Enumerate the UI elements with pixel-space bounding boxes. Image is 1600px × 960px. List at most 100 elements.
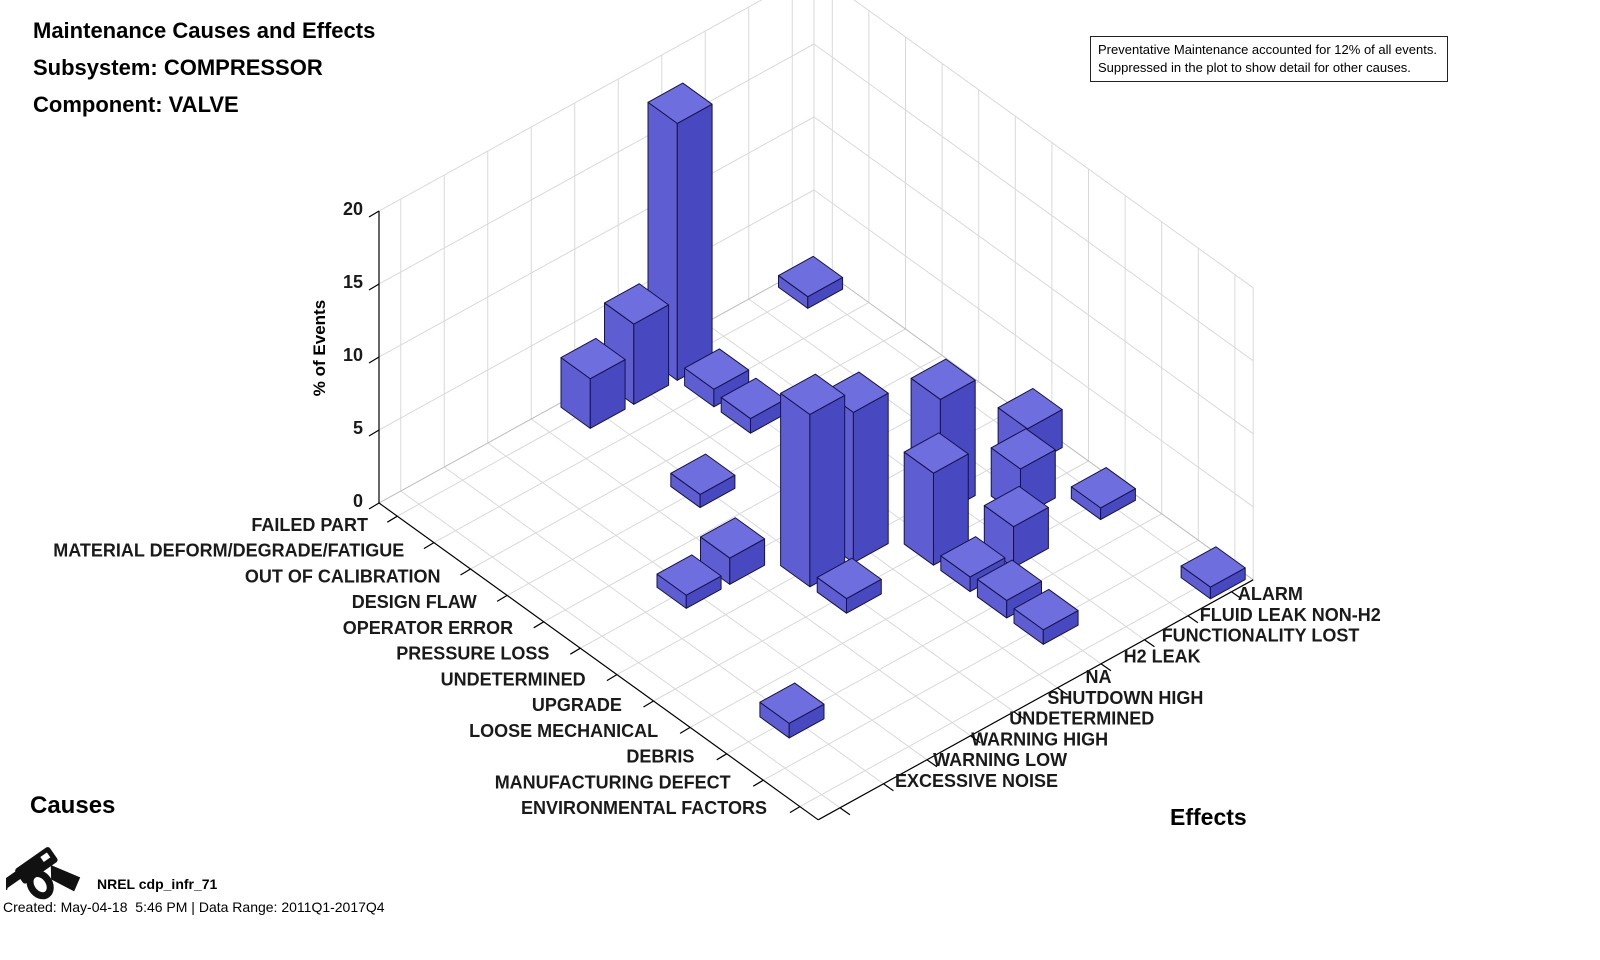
causes-axis-title: Causes [30,792,116,819]
bar-face-right [676,103,713,381]
floor-grid-line [470,328,906,570]
effect-tick [926,759,938,768]
bar-face-right [809,394,846,588]
effect-tick [1187,615,1199,624]
bar-face-top [604,283,670,325]
z-tick [368,502,380,510]
z-axis-title: % of Events [310,299,329,397]
bar-face-top [656,554,722,596]
cause-tick [716,753,728,761]
effect-tick [970,735,981,744]
floor-grid-line [530,418,971,737]
bar-face-top [1070,467,1136,509]
z-tick-label: 5 [353,418,363,438]
cause-tick [423,542,435,550]
wall-grid-line [378,189,815,431]
cause-tick-label: MANUFACTURING DEFECT [495,772,731,792]
floor-grid-line [400,490,841,809]
cause-tick [679,726,691,734]
bar-face-top [1180,546,1246,588]
bar-face-top [778,255,844,298]
effect-tick-label: FUNCTIONALITY LOST [1162,626,1360,646]
bar-face-top [940,536,1006,578]
wall-grid-line [378,43,815,285]
bar-face-right [852,392,889,564]
cause-tick-label: OUT OF CALIBRATION [245,566,441,586]
effect-tick-label: H2 LEAK [1124,646,1201,666]
wall-grid-line [813,43,1254,362]
cause-tick [789,806,801,814]
bar-face-top [1013,588,1079,631]
cause-tick [569,647,581,655]
bar-face-top [983,485,1049,528]
effect-tick [1100,663,1112,672]
floor-grid-line [799,566,1236,808]
floor-grid-line [763,539,1199,781]
effect-tick [839,807,851,816]
bar-face-left [780,392,811,588]
bar-face-top [910,358,976,400]
wall-grid-line [853,0,1254,289]
effect-tick [1013,711,1025,720]
bar-face-top [647,82,713,124]
effect-tick [1057,687,1068,696]
cause-tick [606,674,618,682]
cause-tick-label: UPGRADE [532,695,622,715]
effect-tick [883,783,894,792]
annotation-line1: Preventative Maintenance accounted for 1… [1098,42,1437,57]
effect-tick-label: SHUTDOWN HIGH [1047,688,1203,708]
wall-grid-line [378,0,763,212]
page-title: Maintenance Causes and Effects Subsystem… [33,12,375,123]
z-tick [368,210,380,218]
cause-tick-label: LOOSE MECHANICAL [469,721,658,741]
bar-face-top [816,557,882,600]
effect-tick-label: WARNING HIGH [971,729,1108,749]
page-title-line1: Maintenance Causes and Effects [33,18,376,43]
wall-grid-line [378,116,815,358]
cause-tick [460,568,471,576]
effect-tick [1231,591,1242,600]
cause-tick [533,621,545,629]
z-tick [368,356,380,364]
bar-face-top [670,453,736,495]
effect-tick-label: ALARM [1238,584,1303,604]
cause-tick-label: MATERIAL DEFORM/DEGRADE/FATIGUE [53,541,404,561]
effect-tick-label: NA [1086,667,1112,687]
floor-grid-line [443,466,884,785]
nrel-fuel-nozzle-icon [6,847,81,900]
cause-tick-label: UNDETERMINED [441,669,586,689]
bar-face-top [560,337,626,380]
z-tick-label: 0 [353,491,363,511]
effects-axis-title: Effects [1170,804,1247,830]
z-tick-label: 15 [343,272,363,292]
bar-face-top [780,373,846,415]
bar-face-top [700,517,766,559]
effect-tick-label: WARNING LOW [933,750,1067,770]
causes-axis-line [378,502,819,821]
effects-axis-line [817,579,1254,821]
footer-chart-id: NREL cdp_infr_71 [97,876,218,892]
bar-face-top [976,559,1042,601]
bar-face-top [990,428,1056,470]
cause-tick [752,779,764,787]
footer-created-line: Created: May-04-18 5:46 PM | Data Range:… [3,899,385,915]
z-tick-label: 10 [343,345,363,365]
cause-tick [496,594,508,602]
z-tick-label: 20 [343,199,363,219]
z-tick [368,283,380,291]
cause-tick-label: FAILED PART [251,515,368,535]
cause-tick [643,700,654,708]
cause-tick-label: ENVIRONMENTAL FACTORS [521,798,767,818]
effect-tick-label: EXCESSIVE NOISE [895,771,1058,791]
z-tick [368,429,380,437]
bar-face-top [997,387,1063,430]
cause-tick-label: OPERATOR ERROR [343,618,513,638]
cause-tick-label: DESIGN FLAW [352,592,477,612]
floor-grid-line [689,486,1126,728]
bar-face-top [759,682,825,724]
floor-grid-line [433,302,870,544]
page-title-line3: Component: VALVE [33,92,239,117]
effect-tick-label: UNDETERMINED [1009,709,1154,729]
bar-face-top [903,432,969,474]
